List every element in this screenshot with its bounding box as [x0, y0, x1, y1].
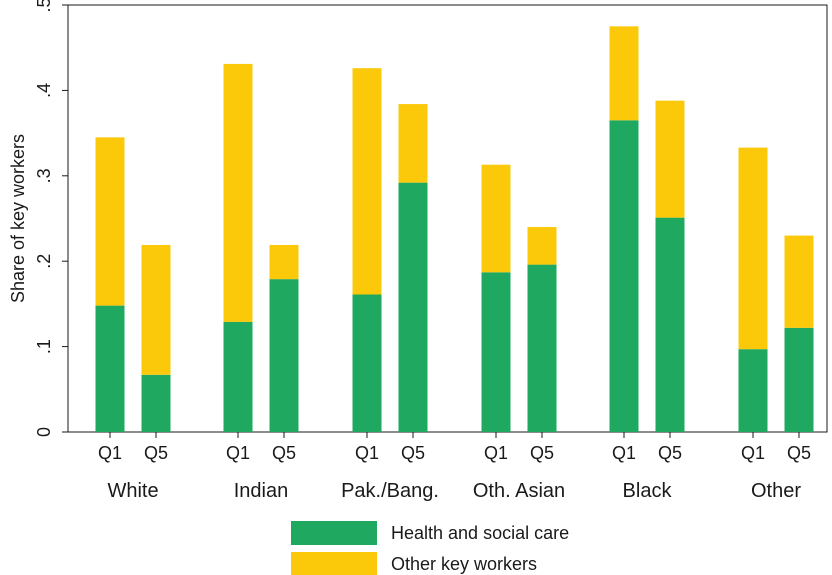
x-tick-label: Q5 [658, 443, 682, 463]
bar-segment-health-social-care [352, 294, 382, 432]
y-tick-label: .5 [34, 0, 54, 13]
bar-segment-health-social-care [738, 349, 768, 432]
bar-segment-other-key-workers [609, 26, 639, 121]
x-tick-label: Q1 [98, 443, 122, 463]
y-tick-label: .3 [34, 168, 54, 183]
group-label: Oth. Asian [473, 480, 565, 502]
x-tick-label: Q1 [226, 443, 250, 463]
bar-segment-health-social-care [95, 305, 125, 432]
bar-segment-other-key-workers [352, 68, 382, 295]
x-tick-label: Q1 [355, 443, 379, 463]
bar-segment-health-social-care [141, 374, 171, 432]
x-tick-label: Q5 [787, 443, 811, 463]
legend-label: Health and social care [391, 523, 569, 543]
bar-segment-other-key-workers [527, 227, 557, 265]
bar-segment-health-social-care [784, 327, 814, 432]
bar-segment-other-key-workers [784, 235, 814, 328]
bar-segment-other-key-workers [481, 164, 511, 273]
group-label: White [107, 480, 158, 502]
bar-segment-other-key-workers [141, 244, 171, 375]
legend-swatch [291, 552, 377, 575]
group-label: Black [623, 480, 673, 502]
x-tick-label: Q1 [612, 443, 636, 463]
bar-segment-other-key-workers [398, 104, 428, 183]
x-tick-label: Q5 [272, 443, 296, 463]
bar-segment-other-key-workers [738, 147, 768, 350]
bar-segment-other-key-workers [655, 100, 685, 218]
bar-segment-health-social-care [609, 120, 639, 432]
y-tick-label: .2 [34, 254, 54, 269]
y-tick-label: .4 [34, 83, 54, 98]
x-tick-label: Q1 [484, 443, 508, 463]
legend: Health and social care Other key workers [291, 521, 569, 575]
y-axis-title: Share of key workers [8, 134, 28, 303]
bar-segment-other-key-workers [269, 244, 299, 280]
group-label: Other [751, 480, 801, 502]
x-tick-label: Q5 [530, 443, 554, 463]
bar-segment-health-social-care [527, 264, 557, 432]
legend-label: Other key workers [391, 554, 537, 574]
y-tick-label: .1 [34, 339, 54, 354]
bar-segment-health-social-care [398, 182, 428, 432]
bar-segment-health-social-care [223, 321, 253, 432]
bar-segment-other-key-workers [223, 63, 253, 322]
group-label: Pak./Bang. [341, 480, 439, 502]
legend-swatch [291, 521, 377, 545]
bar-segment-other-key-workers [95, 137, 125, 306]
x-tick-label: Q5 [401, 443, 425, 463]
bar-segment-health-social-care [481, 272, 511, 432]
bar-segment-health-social-care [269, 279, 299, 432]
bars [95, 26, 814, 432]
plot-frame [67, 4, 828, 433]
axes: 0 .1 .2 .3 .4 .5 Share of key workers Q1 Q5 Q1 Q5 Q… [8, 0, 811, 502]
group-label: Indian [234, 480, 289, 502]
bar-segment-health-social-care [655, 217, 685, 432]
x-tick-label: Q5 [144, 443, 168, 463]
x-tick-label: Q1 [741, 443, 765, 463]
y-tick-label: 0 [34, 427, 54, 437]
plot-area [67, 4, 828, 433]
